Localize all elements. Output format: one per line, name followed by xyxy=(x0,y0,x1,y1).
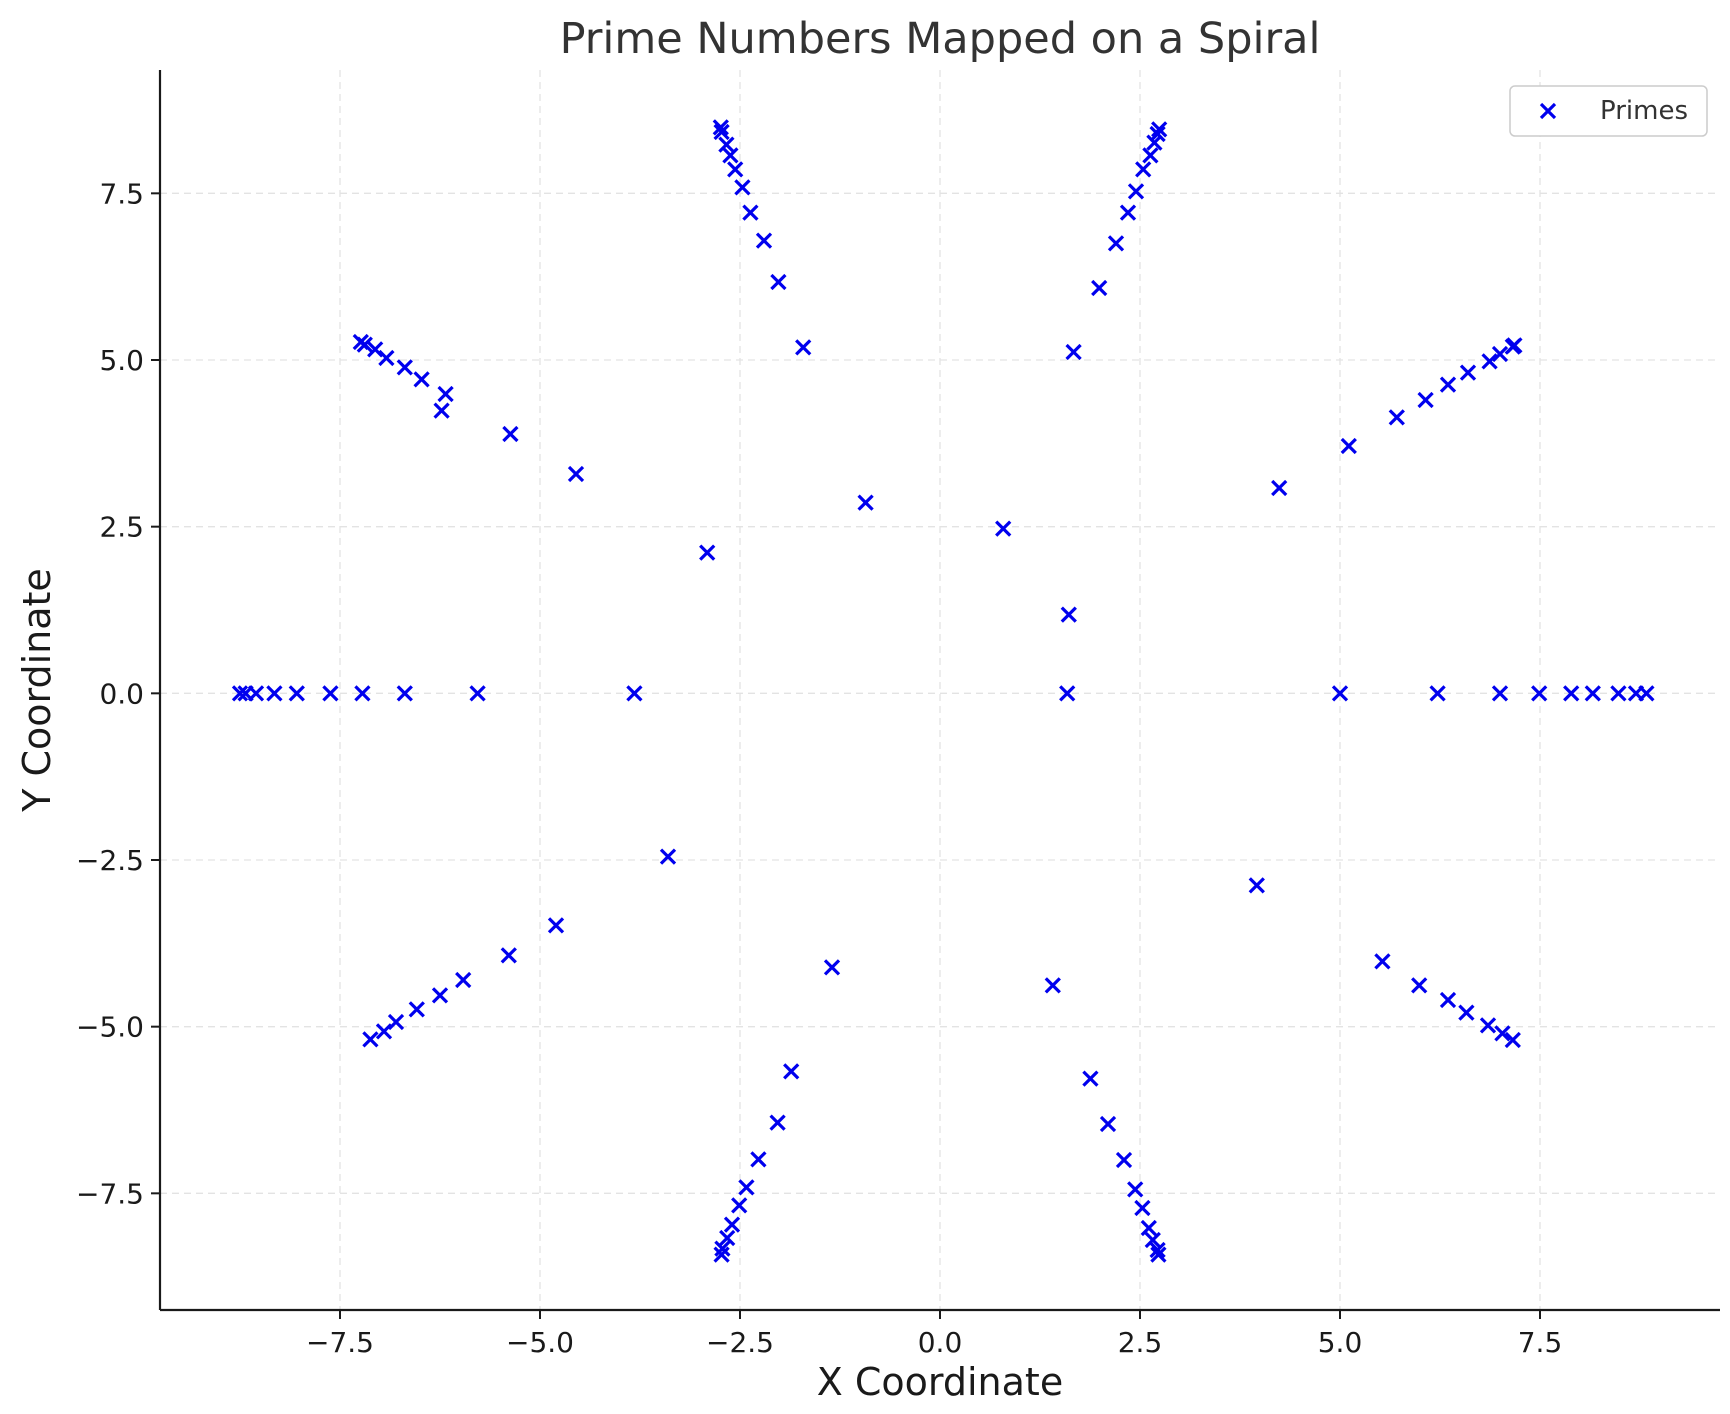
legend: Primes xyxy=(1510,86,1707,136)
x-tick-label: 0.0 xyxy=(918,1326,963,1359)
x-tick-label: −5.0 xyxy=(506,1326,574,1359)
y-tick-label: 7.5 xyxy=(99,177,144,210)
x-tick-label: 5.0 xyxy=(1318,1326,1363,1359)
x-tick-label: 2.5 xyxy=(1118,1326,1163,1359)
x-axis-label: X Coordinate xyxy=(817,1360,1063,1404)
x-tick-label: 7.5 xyxy=(1518,1326,1563,1359)
legend-entry-primes: Primes xyxy=(1600,96,1688,126)
y-tick-label: −5.0 xyxy=(76,1011,144,1044)
y-tick-label: 2.5 xyxy=(99,511,144,544)
y-tick-label: 5.0 xyxy=(99,344,144,377)
y-tick-label: −2.5 xyxy=(76,844,144,877)
chart-title: Prime Numbers Mapped on a Spiral xyxy=(560,14,1321,64)
y-tick-label: 0.0 xyxy=(99,677,144,710)
y-axis-label: Y Coordinate xyxy=(15,568,59,813)
y-tick-label: −7.5 xyxy=(76,1177,144,1210)
x-tick-label: −2.5 xyxy=(706,1326,774,1359)
x-tick-label: −7.5 xyxy=(306,1326,374,1359)
